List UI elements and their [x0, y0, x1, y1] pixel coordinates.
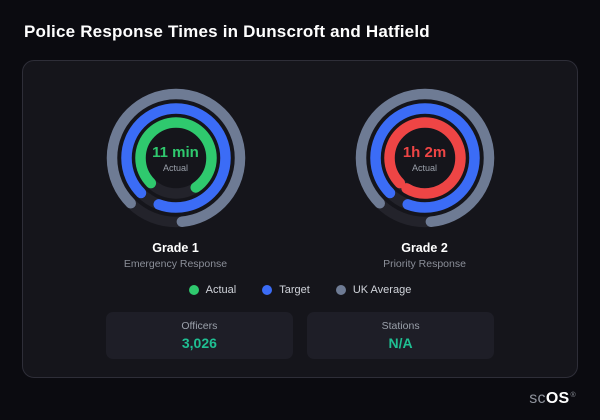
gauge-title-grade-1: Grade 1: [152, 241, 199, 255]
legend-label-actual: Actual: [205, 284, 237, 296]
gauge-subtitle-grade-1: Emergency Response: [123, 258, 228, 270]
gauge-rings-grade-1: [106, 88, 245, 228]
page-title: Police Response Times in Dunscroft and H…: [24, 22, 430, 41]
legend-label-target: Target: [279, 284, 310, 296]
legend-dot-actual-icon: [188, 285, 199, 295]
response-times-card: 11 min Actual Grade 1 Emergency Response…: [22, 60, 578, 378]
gauge-subtitle-grade-2: Priority Response: [383, 258, 466, 270]
gauge-column-grade-2: 1h 2m Actual Grade 2 Priority Response: [305, 83, 544, 270]
gauges-row: 11 min Actual Grade 1 Emergency Response…: [51, 83, 549, 270]
stat-box-stations: Stations N/A: [307, 312, 495, 359]
scos-logo-prefix: sc: [529, 390, 546, 407]
gauge-title-grade-2: Grade 2: [401, 241, 448, 255]
legend-item-target: Target: [262, 284, 310, 296]
scos-logo-suffix: OS: [545, 390, 570, 407]
gauge-chart-grade-1: 11 min Actual: [101, 83, 251, 233]
stat-box-officers: Officers 3,026: [105, 312, 293, 359]
legend-dot-uk-average-icon: [335, 285, 346, 295]
legend-item-actual: Actual: [188, 284, 237, 296]
legend: Actual Target UK Average: [188, 284, 412, 296]
gauge-column-grade-1: 11 min Actual Grade 1 Emergency Response: [56, 83, 295, 270]
stats-row: Officers 3,026 Stations N/A: [105, 312, 495, 359]
scos-logo: scOS®: [529, 390, 576, 408]
stat-value-stations: N/A: [388, 335, 413, 351]
registered-trademark-icon: ®: [570, 391, 576, 399]
legend-item-uk-average: UK Average: [335, 284, 412, 296]
gauge-chart-grade-2: 1h 2m Actual: [350, 83, 500, 233]
gauge-rings-grade-2: [355, 88, 494, 228]
legend-label-uk-average: UK Average: [352, 284, 412, 296]
stat-value-officers: 3,026: [181, 335, 217, 351]
stat-label-stations: Stations: [381, 320, 420, 332]
stat-label-officers: Officers: [181, 320, 218, 332]
legend-dot-target-icon: [262, 285, 273, 295]
